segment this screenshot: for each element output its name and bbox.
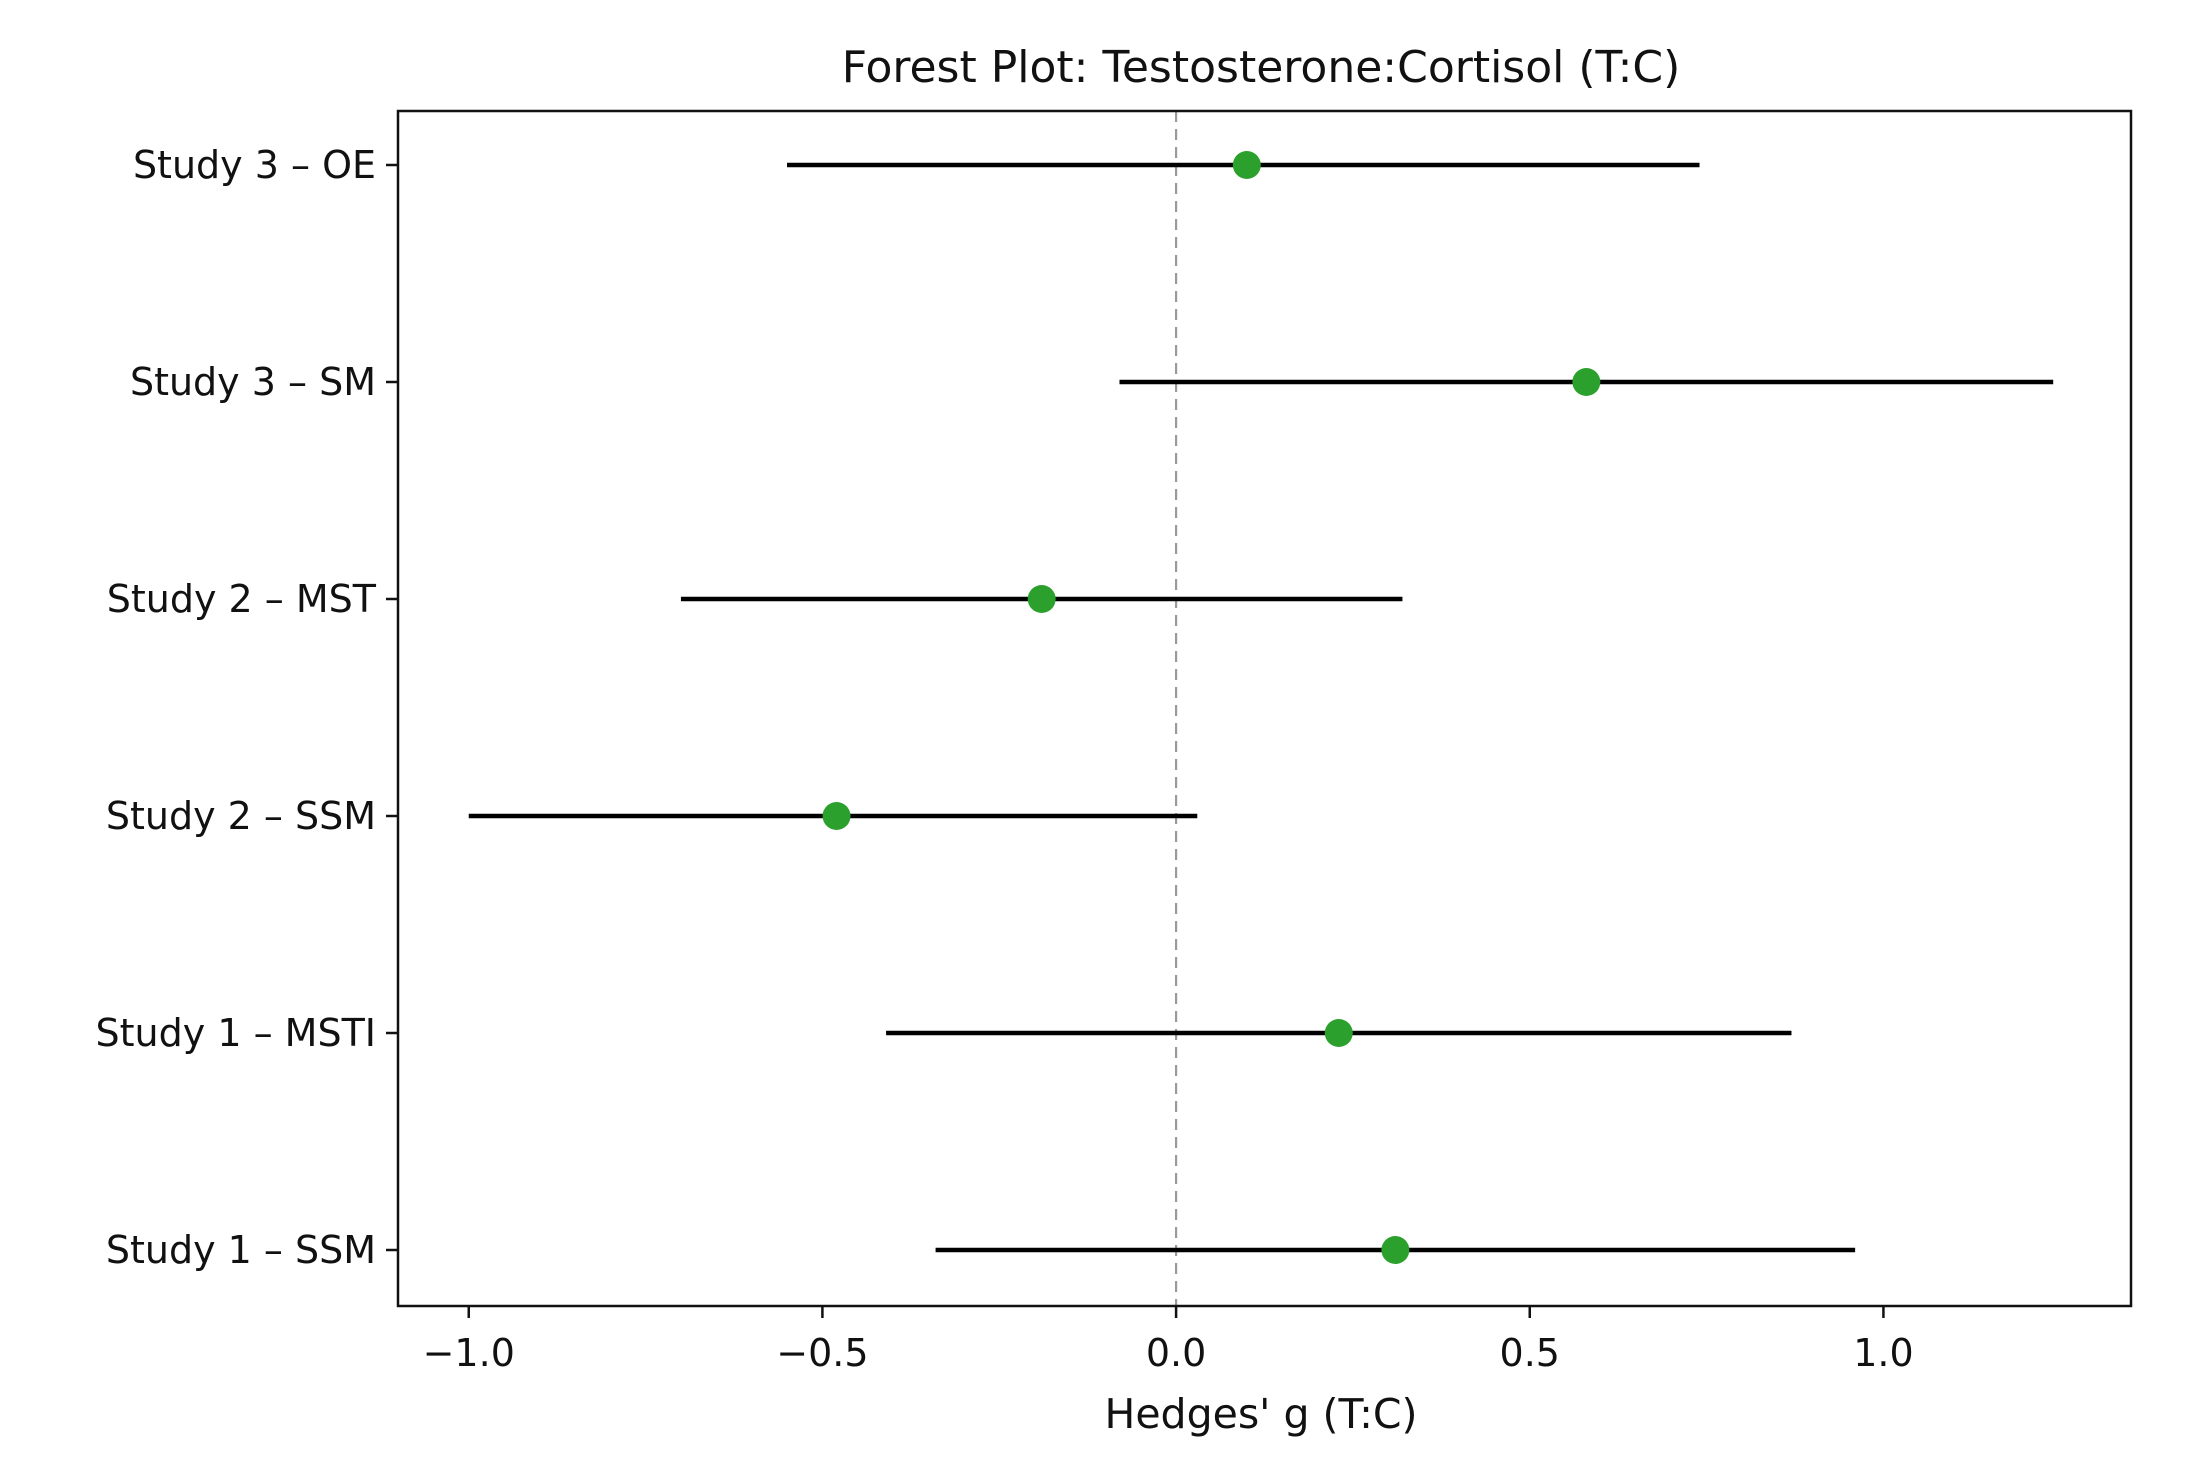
y-tick-label: Study 1 – MSTI <box>96 1011 376 1055</box>
chart-title: Forest Plot: Testosterone:Cortisol (T:C) <box>842 42 1681 93</box>
plot-frame <box>396 109 2133 1308</box>
x-axis-label: Hedges' g (T:C) <box>1104 1390 1417 1438</box>
x-tick-label: 0.5 <box>1500 1331 1560 1375</box>
y-tick-label: Study 1 – SSM <box>106 1228 376 1272</box>
y-tick-label: Study 3 – SM <box>130 360 376 404</box>
x-tick-label: 0.0 <box>1146 1331 1206 1375</box>
x-tick-label: 1.0 <box>1853 1331 1913 1375</box>
effect-point <box>822 802 851 830</box>
y-tick-label: Study 3 – OE <box>133 143 376 187</box>
effect-point <box>1324 1019 1353 1047</box>
effect-point <box>1381 1236 1410 1264</box>
x-tick-label: −0.5 <box>776 1331 868 1375</box>
effect-point <box>1572 368 1601 396</box>
effect-point <box>1027 585 1056 613</box>
x-tick-label: −1.0 <box>423 1331 515 1375</box>
plot-area <box>468 111 2054 1306</box>
effect-point <box>1232 151 1261 179</box>
y-tick-label: Study 2 – SSM <box>106 794 376 838</box>
y-tick-label: Study 2 – MST <box>107 577 377 621</box>
